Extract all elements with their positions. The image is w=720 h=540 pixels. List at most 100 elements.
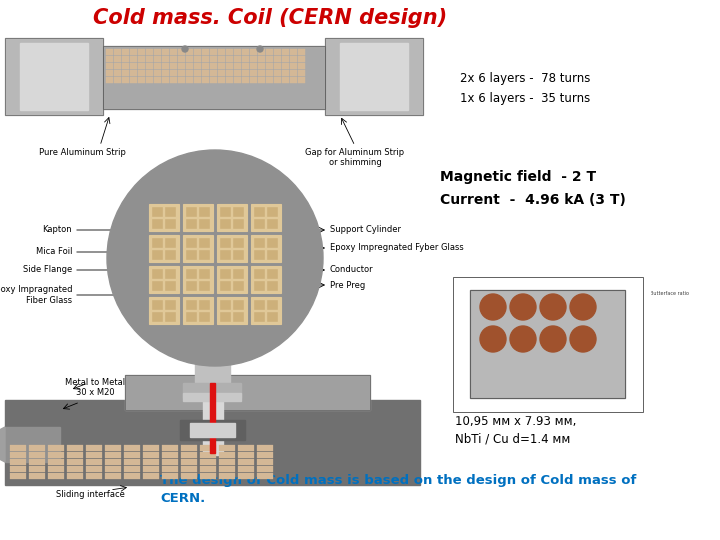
Bar <box>200 466 216 472</box>
Bar <box>251 204 281 231</box>
Bar <box>226 63 233 69</box>
Bar <box>470 290 625 398</box>
Bar <box>48 459 64 465</box>
Bar <box>165 250 175 259</box>
Bar <box>258 70 265 76</box>
Bar <box>124 445 140 451</box>
Bar <box>258 49 265 55</box>
Bar <box>10 445 26 451</box>
Text: Aluminum shims
12 x M16: Aluminum shims 12 x M16 <box>180 328 250 347</box>
Bar <box>178 56 185 62</box>
Bar <box>143 452 159 458</box>
Bar <box>114 77 121 83</box>
Bar <box>267 238 277 247</box>
Bar <box>266 56 273 62</box>
Bar <box>199 238 209 247</box>
Bar <box>143 459 159 465</box>
Bar <box>162 56 169 62</box>
Text: The design of Cold mass is based on the design of Cold mass of
CERN.: The design of Cold mass is based on the … <box>160 474 636 505</box>
Text: 10,95 мм x 7.93 мм,: 10,95 мм x 7.93 мм, <box>455 415 577 428</box>
Bar <box>217 235 247 262</box>
Bar <box>186 300 196 309</box>
Bar <box>146 70 153 76</box>
Bar <box>178 49 185 55</box>
Bar <box>165 269 175 278</box>
Text: ~5.5: ~5.5 <box>544 275 556 280</box>
Bar <box>124 473 140 479</box>
Bar <box>165 219 175 228</box>
Bar <box>250 63 257 69</box>
Bar <box>217 266 247 293</box>
Bar <box>290 63 297 69</box>
Bar <box>186 56 193 62</box>
Bar <box>190 423 235 437</box>
Bar <box>106 77 113 83</box>
Bar <box>233 250 243 259</box>
Bar <box>122 49 129 55</box>
Bar <box>282 63 289 69</box>
Bar <box>298 49 305 55</box>
Bar <box>114 63 121 69</box>
Bar <box>233 269 243 278</box>
Bar <box>186 219 196 228</box>
Bar <box>233 312 243 321</box>
Bar <box>200 473 216 479</box>
Text: Pure Aluminum Strip: Pure Aluminum Strip <box>39 148 125 157</box>
Bar <box>67 466 83 472</box>
Bar <box>267 281 277 290</box>
Text: Conductor: Conductor <box>330 266 374 274</box>
Bar <box>234 77 241 83</box>
Bar <box>254 238 264 247</box>
Bar <box>233 300 243 309</box>
Bar <box>218 56 225 62</box>
Bar <box>67 459 83 465</box>
Bar <box>220 269 230 278</box>
Bar <box>220 312 230 321</box>
Bar <box>274 63 281 69</box>
Text: Epoxy Impragnated
Fiber Glass: Epoxy Impragnated Fiber Glass <box>0 285 72 305</box>
Bar <box>152 207 162 216</box>
Bar <box>199 250 209 259</box>
Bar <box>181 459 197 465</box>
Bar <box>165 312 175 321</box>
Text: NbTi / Cu d=1.4 мм: NbTi / Cu d=1.4 мм <box>455 432 570 445</box>
Bar <box>242 56 249 62</box>
Bar <box>154 49 161 55</box>
Text: Metal to Metal
30 x M20: Metal to Metal 30 x M20 <box>65 378 125 397</box>
Bar <box>103 46 325 109</box>
Bar <box>48 466 64 472</box>
Bar <box>48 445 64 451</box>
Bar <box>122 70 129 76</box>
Bar <box>5 38 103 115</box>
Bar <box>124 466 140 472</box>
Bar <box>267 207 277 216</box>
Bar <box>152 269 162 278</box>
Bar <box>165 207 175 216</box>
Bar <box>254 300 264 309</box>
Bar <box>257 466 273 472</box>
Bar <box>266 77 273 83</box>
Bar <box>183 266 213 293</box>
Bar <box>29 459 45 465</box>
Bar <box>257 459 273 465</box>
Bar <box>325 38 423 115</box>
Bar <box>453 277 643 412</box>
Bar <box>202 70 209 76</box>
Bar <box>154 77 161 83</box>
Bar <box>258 56 265 62</box>
Bar <box>162 466 178 472</box>
Bar <box>152 238 162 247</box>
Bar <box>274 49 281 55</box>
Bar <box>298 70 305 76</box>
Bar <box>290 77 297 83</box>
Bar <box>114 49 121 55</box>
Bar <box>325 38 423 115</box>
Bar <box>298 63 305 69</box>
Bar <box>122 77 129 83</box>
Text: 2x 6 layers -  78 turns
1x 6 layers -  35 turns: 2x 6 layers - 78 turns 1x 6 layers - 35 … <box>460 72 590 105</box>
Bar <box>186 70 193 76</box>
Circle shape <box>480 326 506 352</box>
Bar <box>267 312 277 321</box>
Bar <box>200 459 216 465</box>
Bar <box>266 70 273 76</box>
